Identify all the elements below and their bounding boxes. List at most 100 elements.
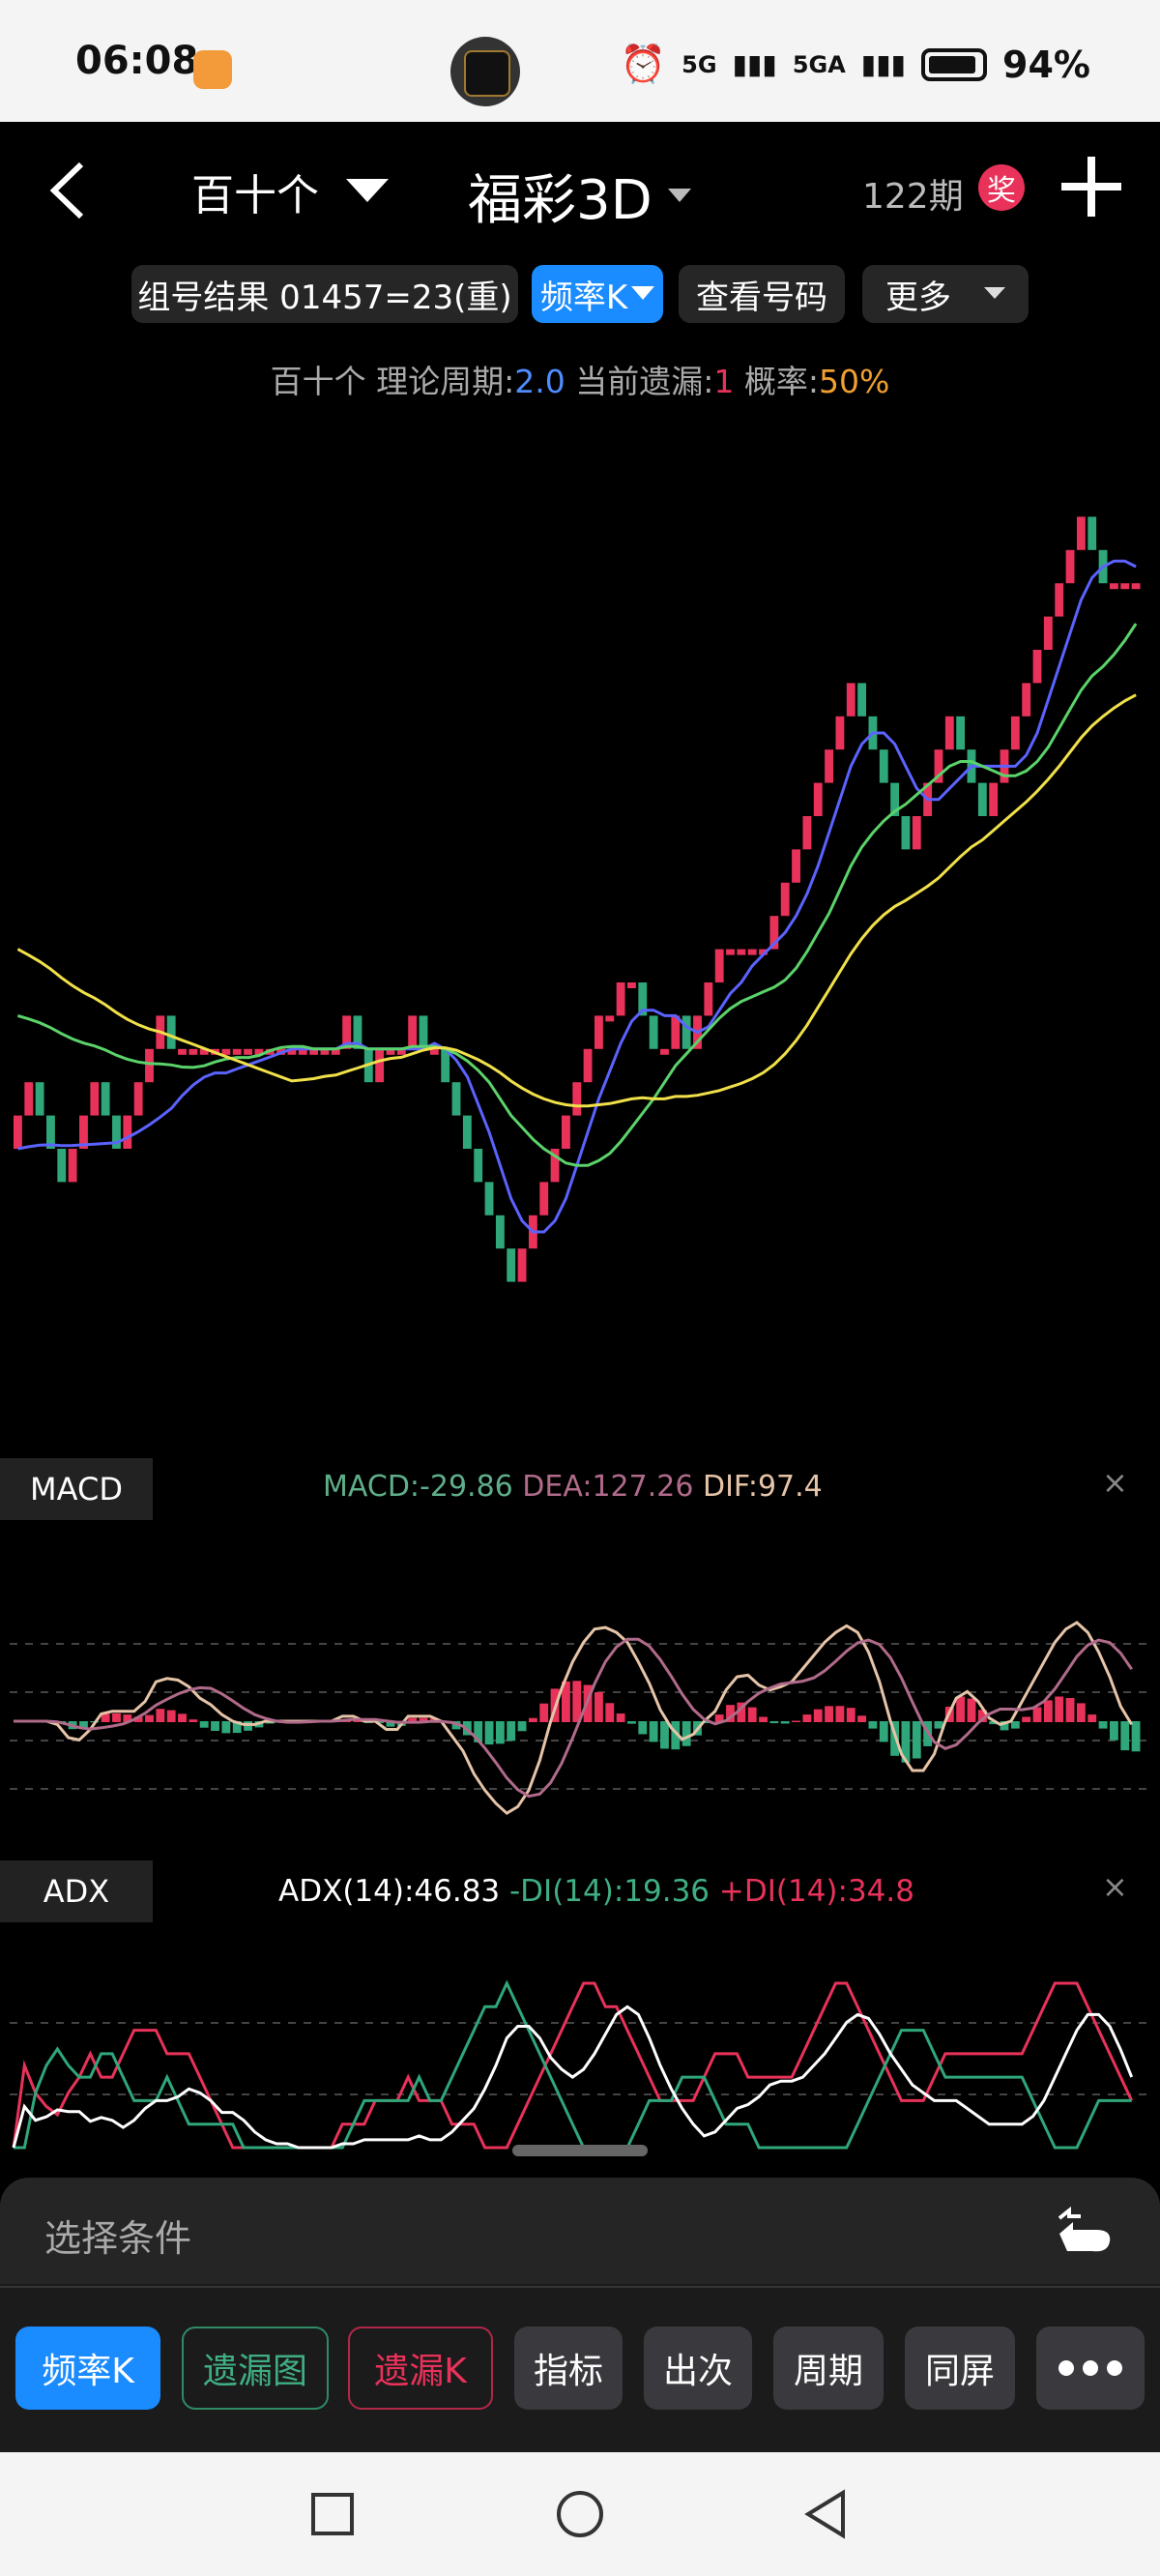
add-button[interactable] (1059, 155, 1123, 219)
freq-k-label: 频率K (539, 278, 628, 317)
candle (769, 916, 779, 950)
adx-chart[interactable] (0, 1940, 1160, 2181)
info-miss-value: 1 (713, 363, 735, 400)
candle (682, 1015, 691, 1049)
dropdown-triangle-icon (346, 179, 389, 202)
battery-icon (921, 47, 988, 81)
macd-bar (747, 1707, 757, 1722)
adx-tag-label: ADX (43, 1873, 110, 1910)
candle (441, 1048, 450, 1083)
candle (627, 982, 636, 988)
macd-bar (879, 1721, 888, 1742)
candle (232, 1048, 242, 1055)
chevron-left-icon (49, 161, 84, 220)
lottery-select[interactable]: 福彩3D (468, 157, 691, 235)
dea-line (14, 1637, 1133, 1799)
candle (726, 949, 735, 955)
chevron-down-icon (984, 287, 1005, 299)
ma-long-line (16, 693, 1137, 1108)
occurrence-tab[interactable]: 出次 (644, 2327, 752, 2410)
macd-bar (714, 1714, 724, 1722)
dropdown-small-icon (667, 188, 691, 202)
freq-k-tab-label: 频率K (42, 2352, 134, 2391)
frequency-k-chart[interactable] (0, 445, 1160, 1412)
same-screen-tab[interactable]: 同屏 (905, 2327, 1015, 2410)
macd-bar (408, 1717, 418, 1722)
macd-bar (507, 1721, 516, 1742)
indicator-tab[interactable]: 指标 (514, 2327, 623, 2410)
candle (912, 816, 921, 850)
macd-bar (528, 1717, 537, 1722)
pdi-value: +DI(14):34.8 (718, 1874, 914, 1909)
macd-bar (495, 1721, 505, 1744)
macd-bar (737, 1702, 746, 1722)
macd-tag-label: MACD (30, 1471, 123, 1508)
macd-bar (660, 1721, 669, 1749)
candle (57, 1149, 67, 1183)
candle (101, 1082, 110, 1116)
candle (46, 1115, 55, 1149)
dif-line (14, 1621, 1133, 1816)
miss-chart-tab[interactable]: 遗漏图 (182, 2327, 329, 2410)
candle (287, 1048, 297, 1055)
macd-bar (605, 1703, 615, 1722)
macd-close-icon[interactable]: × (1102, 1464, 1128, 1501)
more-button[interactable]: 更多 (862, 265, 1029, 323)
candle (934, 749, 943, 783)
info-prob-label: 概率: (743, 363, 819, 400)
macd-bar (846, 1708, 856, 1722)
back-button[interactable] (43, 157, 101, 224)
macd-bar (901, 1721, 911, 1763)
candle (353, 1015, 362, 1049)
candle (188, 1048, 198, 1055)
macd-bar (813, 1709, 823, 1722)
network-2: 5GA (792, 50, 846, 78)
macd-bar (1098, 1721, 1108, 1729)
top-header: 百十个 福彩3D 122期 奖 (0, 122, 1160, 257)
prize-badge[interactable]: 奖 (978, 164, 1025, 211)
macd-bar (101, 1713, 110, 1722)
candle (484, 1182, 494, 1215)
adx-tag[interactable]: ADX (0, 1860, 153, 1922)
candle (495, 1215, 505, 1249)
macd-chart[interactable] (0, 1537, 1160, 1828)
candle (90, 1082, 100, 1116)
macd-bar (561, 1681, 570, 1722)
hand-pointer-icon[interactable] (1054, 2205, 1116, 2257)
recents-icon[interactable] (309, 2491, 356, 2537)
macd-bar (484, 1721, 494, 1745)
more-options-button[interactable] (1036, 2327, 1145, 2410)
period-tab[interactable]: 周期 (773, 2327, 884, 2410)
macd-bar (1109, 1721, 1118, 1741)
macd-bar (1088, 1714, 1097, 1722)
filter-bar[interactable]: 选择条件 (0, 2178, 1160, 2284)
macd-bar (539, 1703, 549, 1722)
back-nav-icon[interactable] (802, 2489, 849, 2539)
freq-k-button[interactable]: 频率K (532, 265, 663, 323)
candle (583, 1048, 593, 1083)
miss-k-tab[interactable]: 遗漏K (348, 2327, 493, 2410)
macd-bar (133, 1716, 143, 1722)
macd-tag[interactable]: MACD (0, 1458, 153, 1520)
candle (133, 1082, 143, 1116)
sheet-drag-handle[interactable] (512, 2145, 648, 2156)
view-numbers-button[interactable]: 查看号码 (679, 265, 845, 323)
mdi-line (14, 1979, 1132, 2150)
macd-bar (1010, 1721, 1020, 1729)
candle (79, 1115, 88, 1149)
candle (35, 1082, 44, 1116)
macd-bar (649, 1721, 658, 1742)
candle (320, 1048, 330, 1055)
candle (616, 982, 625, 1016)
adx-close-icon[interactable]: × (1102, 1868, 1128, 1905)
macd-bar (1032, 1707, 1042, 1722)
macd-bar (977, 1710, 987, 1722)
candle (605, 1015, 615, 1022)
freq-k-tab[interactable]: 频率K (15, 2327, 160, 2410)
occurrence-tab-label: 出次 (662, 2352, 733, 2391)
combo-result-button[interactable]: 组号结果 01457=23(重) (131, 265, 518, 323)
macd-bar (199, 1721, 209, 1728)
mdi-value: -DI(14):19.36 (509, 1874, 710, 1909)
position-select[interactable]: 百十个 (191, 161, 389, 222)
home-icon[interactable] (555, 2489, 605, 2539)
